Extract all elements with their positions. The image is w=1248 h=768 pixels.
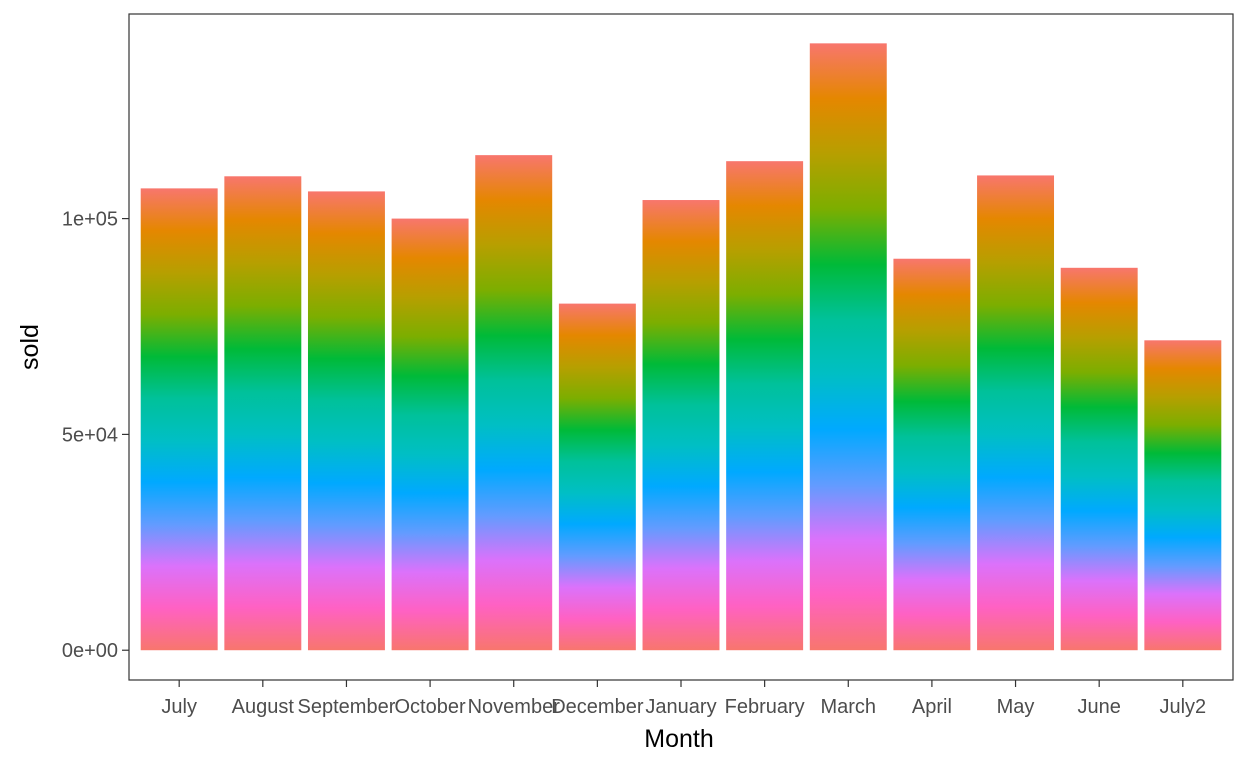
y-axis-title: sold	[16, 324, 44, 370]
bar-july2	[1144, 340, 1222, 651]
x-tick-label: July2	[1159, 696, 1206, 718]
x-tick-label: March	[820, 696, 876, 718]
bar-october	[391, 218, 469, 651]
x-tick-label: June	[1077, 696, 1120, 718]
x-tick-label: December	[551, 696, 644, 718]
bars-group	[140, 43, 1222, 651]
bar-march	[809, 43, 887, 651]
x-tick-label: August	[232, 696, 295, 718]
bar-december	[558, 303, 636, 651]
y-tick-label: 0e+00	[62, 640, 118, 662]
x-tick-label: April	[912, 696, 952, 718]
bar-september	[307, 191, 385, 651]
x-tick-label: July	[161, 696, 197, 718]
bar-november	[475, 155, 553, 651]
x-axis: July August September October NovemberDecemb…	[161, 680, 1206, 718]
bar-may	[977, 175, 1055, 651]
x-tick-label: October	[395, 696, 466, 718]
y-axis: 0e+00 5e+04 1e+05	[62, 209, 129, 662]
y-tick-label: 1e+05	[62, 209, 118, 231]
bar-august	[224, 176, 302, 651]
x-tick-label: November	[468, 696, 561, 718]
bar-june	[1060, 267, 1138, 651]
bar-july	[140, 188, 218, 651]
x-tick-label: May	[997, 696, 1035, 718]
bar-january	[642, 200, 720, 651]
bar-february	[726, 161, 804, 651]
x-tick-label: February	[725, 696, 805, 718]
x-tick-label: January	[645, 696, 716, 718]
x-tick-label: September	[298, 696, 396, 718]
y-tick-label: 5e+04	[62, 424, 118, 446]
bar-april	[893, 258, 971, 651]
x-axis-title: Month	[644, 725, 713, 753]
